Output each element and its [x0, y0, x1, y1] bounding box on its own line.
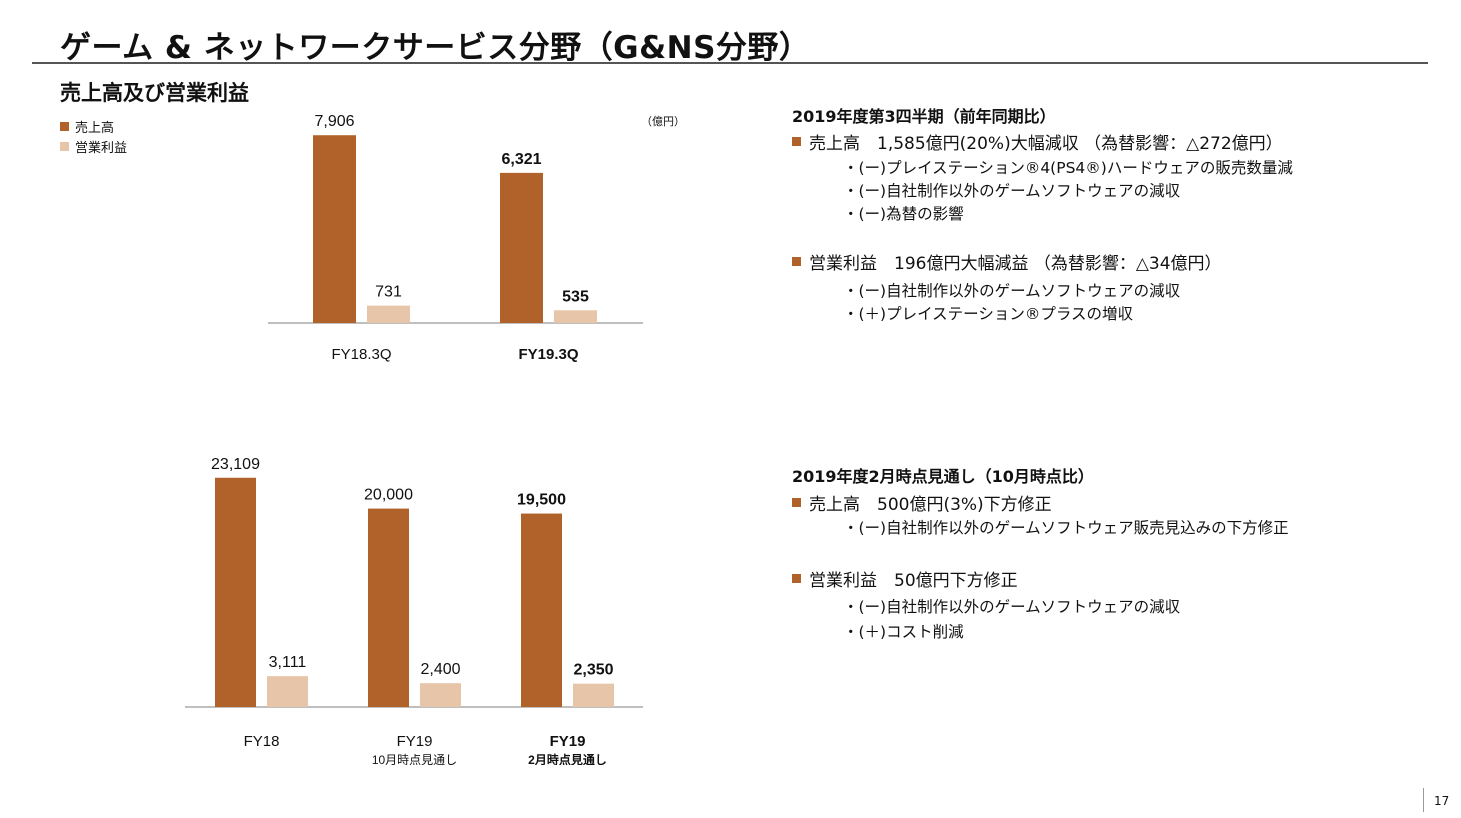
forecast-op-sub-2: ・(＋)コスト削減: [843, 623, 964, 641]
q3-sales-sub-2: ・(ー)自社制作以外のゲームソフトウェアの減収: [843, 182, 1181, 200]
bar-sales-1-1: [500, 172, 543, 323]
data-label-op: 731: [375, 284, 402, 301]
forecast-bullet-op-text: 営業利益 50億円下方修正: [809, 571, 1018, 591]
quarterly-bar-chart: 7,906 731 FY18.3Q 6,321 535 FY19.3Q: [268, 113, 643, 363]
bar-op-2-2: [573, 683, 614, 707]
bar-op-2-0: [267, 676, 308, 707]
q3-op-sub-1: ・(ー)自社制作以外のゲームソフトウェアの減収: [843, 282, 1181, 300]
bar-sales-1-0: [313, 135, 356, 323]
q3-op-sub-2: ・(＋)プレイステーション®プラスの増収: [843, 305, 1134, 323]
data-label-op: 2,400: [420, 661, 460, 678]
q3-heading: 2019年度第3四半期（前年同期比）: [792, 107, 1056, 126]
legend-label-sales: 売上高: [75, 120, 115, 136]
forecast-sales-sub-1: ・(ー)自社制作以外のゲームソフトウェア販売見込みの下方修正: [843, 519, 1289, 537]
bar-op-2-1: [420, 683, 461, 707]
x-tick-label: FY19.3Q: [518, 346, 578, 363]
bar-sales-2-1: [368, 508, 409, 707]
section-subtitle: 売上高及び営業利益: [60, 81, 249, 105]
forecast-bullet-sales: 売上高 500億円(3%)下方修正: [792, 490, 1052, 515]
x-tick-sublabel: 10月時点見通し: [372, 753, 457, 765]
bar-sales-2-0: [215, 477, 256, 707]
bar-op-1-1: [554, 310, 597, 323]
legend-label-op: 営業利益: [75, 140, 128, 156]
forecast-bullet-sales-text: 売上高 500億円(3%)下方修正: [809, 495, 1052, 515]
q3-bullet-op-text: 営業利益 196億円大幅減益 （為替影響：△34億円）: [809, 254, 1222, 274]
legend-swatch-op: [60, 141, 69, 151]
x-tick-label: FY18: [244, 733, 280, 750]
bullet-square-icon: [792, 257, 801, 266]
data-label-op: 535: [562, 288, 589, 305]
data-label-sales: 20,000: [364, 487, 413, 504]
page-title: ゲーム & ネットワークサービス分野（G&NS分野）: [60, 30, 811, 66]
forecast-bullet-op: 営業利益 50億円下方修正: [792, 566, 1018, 591]
data-label-sales: 23,109: [211, 456, 260, 473]
page-number: 17: [1434, 794, 1450, 808]
bar-op-1-0: [367, 305, 410, 323]
x-tick-label: FY19: [397, 733, 433, 750]
forecast-op-sub-1: ・(ー)自社制作以外のゲームソフトウェアの減収: [843, 598, 1181, 616]
q3-bullet-op: 営業利益 196億円大幅減益 （為替影響：△34億円）: [792, 249, 1222, 274]
data-label-sales: 19,500: [517, 492, 566, 509]
forecast-heading: 2019年度2月時点見通し（10月時点比）: [792, 467, 1094, 486]
x-tick-label: FY19: [550, 733, 586, 750]
q3-bullet-sales: 売上高 1,585億円(20%)大幅減収 （為替影響：△272億円）: [792, 129, 1283, 154]
chart-legend: 売上高 営業利益: [60, 116, 127, 156]
data-label-op: 2,350: [573, 662, 613, 679]
q3-bullet-sales-text: 売上高 1,585億円(20%)大幅減収 （為替影響：△272億円）: [809, 134, 1283, 154]
q3-sales-sub-1: ・(ー)プレイステーション®4(PS4®)ハードウェアの販売数量減: [843, 159, 1293, 177]
x-tick-label: FY18.3Q: [331, 346, 391, 363]
bullet-square-icon: [792, 137, 801, 146]
bullet-square-icon: [792, 498, 801, 507]
unit-label: （億円）: [641, 115, 685, 128]
annual-bar-chart: 23,109 3,111 FY18 20,000 2,400 FY19 10月時点見通し 19…: [185, 456, 643, 765]
q3-sales-sub-3: ・(ー)為替の影響: [843, 205, 964, 223]
bar-sales-2-2: [521, 513, 562, 707]
bullet-square-icon: [792, 574, 801, 583]
title-divider: [32, 62, 1428, 64]
legend-swatch-sales: [60, 121, 69, 131]
data-label-op: 3,111: [269, 654, 307, 671]
x-tick-sublabel: 2月時点見通し: [528, 752, 607, 765]
data-label-sales: 7,906: [314, 113, 354, 130]
legend-item-sales: 売上高: [60, 116, 127, 136]
legend-item-op: 営業利益: [60, 136, 127, 156]
data-label-sales: 6,321: [501, 151, 541, 168]
page-number-divider: [1423, 788, 1424, 812]
